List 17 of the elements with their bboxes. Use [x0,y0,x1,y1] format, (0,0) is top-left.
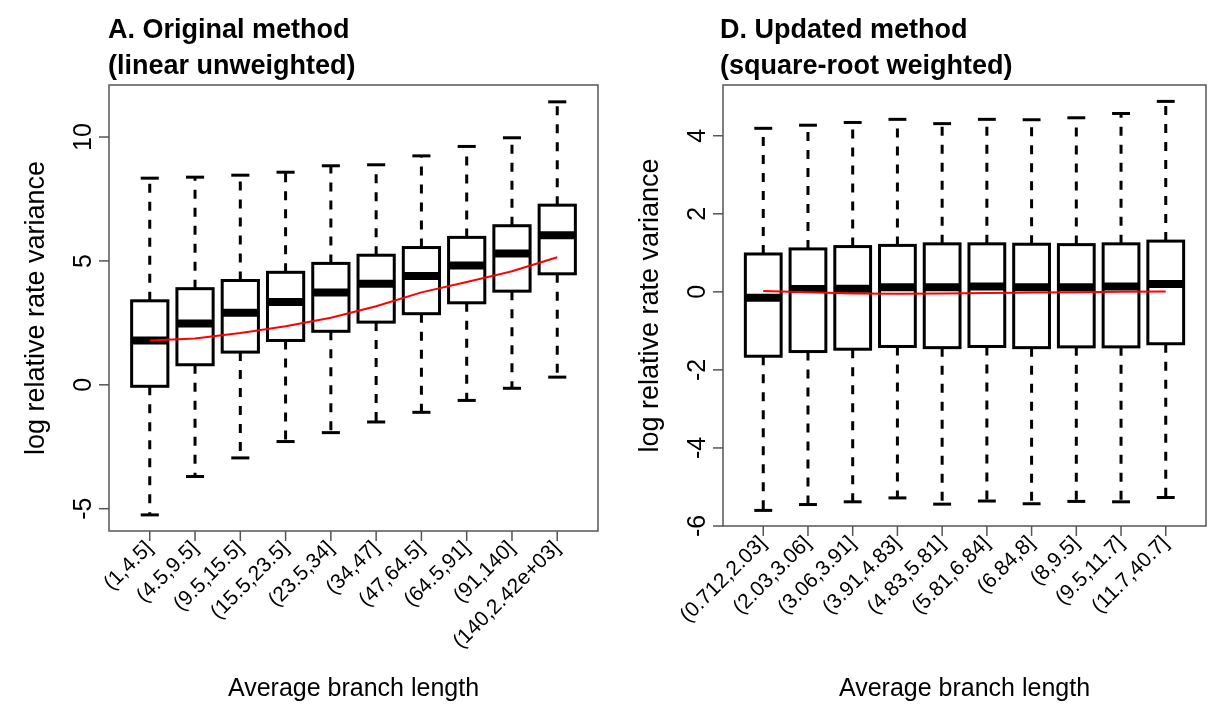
y-axis-title: log relative rate variance [634,158,664,453]
y-tick-label: -6 [682,514,710,538]
y-tick-label: -4 [682,436,710,460]
y-tick-label: 5 [68,253,96,268]
x-axis-title: Average branch length [838,673,1091,701]
chart-title: A. Original method (linear unweighted) [108,14,356,80]
chart-title: D. Updated method (square-root weighted) [720,14,1013,80]
line-series [148,256,559,342]
y-tick-label: 0 [682,284,710,299]
x-axis-title: Average branch length [227,673,480,701]
y-axis-title: log relative rate variance [20,160,50,456]
y-tick-label: 10 [68,123,96,151]
y-tick-label: 4 [682,128,710,143]
y-tick-label: 0 [68,377,96,392]
y-tick-label: -5 [68,497,96,520]
y-tick-label: 2 [682,206,710,221]
y-tick-label: -2 [682,358,710,382]
